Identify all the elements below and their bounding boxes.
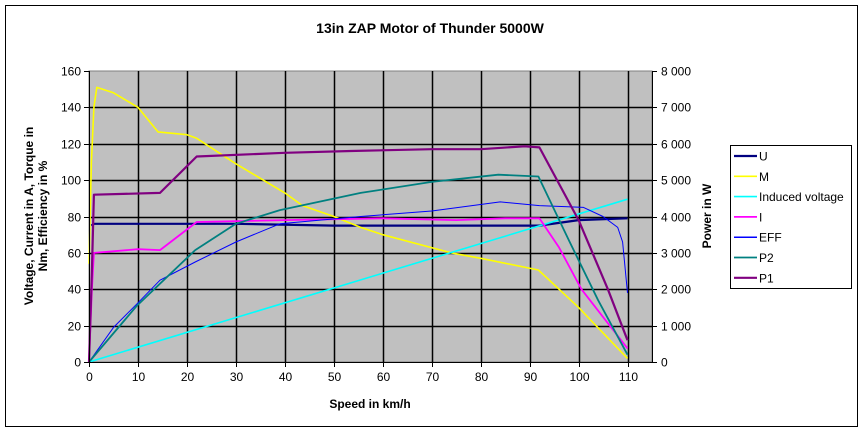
x-tick-label: 0 bbox=[86, 370, 93, 384]
y2-tick-label: 0 bbox=[661, 356, 668, 370]
y2-tick-label: 6 000 bbox=[661, 138, 691, 152]
y2-tick-label: 8 000 bbox=[661, 65, 691, 79]
legend-entry: M bbox=[759, 170, 769, 184]
x-tick-label: 110 bbox=[619, 370, 638, 384]
series-line-p1 bbox=[87, 145, 629, 363]
x-tick-label: 60 bbox=[377, 370, 391, 384]
y-tick-label: 100 bbox=[61, 174, 81, 188]
y2-tick-label: 5 000 bbox=[661, 174, 691, 188]
x-axis-label: Speed in km/h bbox=[329, 397, 410, 411]
series-line-induced-voltage bbox=[88, 198, 628, 363]
legend-entry: P1 bbox=[759, 271, 774, 285]
y-tick-label: 40 bbox=[68, 283, 82, 297]
legend-entry: Induced voltage bbox=[759, 190, 844, 204]
y2-tick-label: 7 000 bbox=[661, 101, 691, 115]
y2-tick-label: 3 000 bbox=[661, 247, 691, 261]
y2-tick-label: 2 000 bbox=[661, 283, 691, 297]
x-tick-label: 80 bbox=[475, 370, 489, 384]
x-tick-label: 100 bbox=[569, 370, 589, 384]
legend-entry: EFF bbox=[759, 231, 782, 245]
series-line-p2 bbox=[88, 173, 629, 363]
legend-entry: I bbox=[759, 210, 762, 224]
x-tick-label: 70 bbox=[426, 370, 440, 384]
series-lines bbox=[87, 86, 629, 363]
y-tick-label: 80 bbox=[68, 211, 82, 225]
legend: UM Induced voltage I EFF P2 P1 bbox=[730, 145, 852, 289]
y-tick-label: 20 bbox=[68, 320, 82, 334]
y-tick-label: 60 bbox=[68, 247, 82, 261]
x-tick-label: 20 bbox=[181, 370, 195, 384]
y-axis-label-line2: Nm, Efficiency in % bbox=[36, 160, 50, 271]
chart-title: 13in ZAP Motor of Thunder 5000W bbox=[316, 20, 544, 36]
legend-entry: U bbox=[759, 150, 768, 164]
x-tick-label: 50 bbox=[328, 370, 342, 384]
y2-tick-label: 4 000 bbox=[661, 211, 691, 225]
y-axis-label-line1: Voltage, Current in A, Torque in bbox=[22, 127, 36, 305]
x-tick-label: 90 bbox=[524, 370, 538, 384]
y2-axis-label: Power in W bbox=[700, 183, 714, 248]
series-line-m bbox=[88, 86, 629, 359]
y-tick-label: 160 bbox=[61, 65, 81, 79]
y-tick-label: 140 bbox=[61, 101, 81, 115]
y-tick-label: 0 bbox=[74, 356, 81, 370]
x-tick-label: 30 bbox=[230, 370, 244, 384]
y-tick-label: 120 bbox=[61, 138, 81, 152]
x-tick-label: 40 bbox=[279, 370, 293, 384]
legend-entry: P2 bbox=[759, 251, 774, 265]
series-line-eff bbox=[88, 201, 628, 363]
y2-tick-label: 1 000 bbox=[661, 320, 691, 334]
x-tick-label: 10 bbox=[132, 370, 146, 384]
